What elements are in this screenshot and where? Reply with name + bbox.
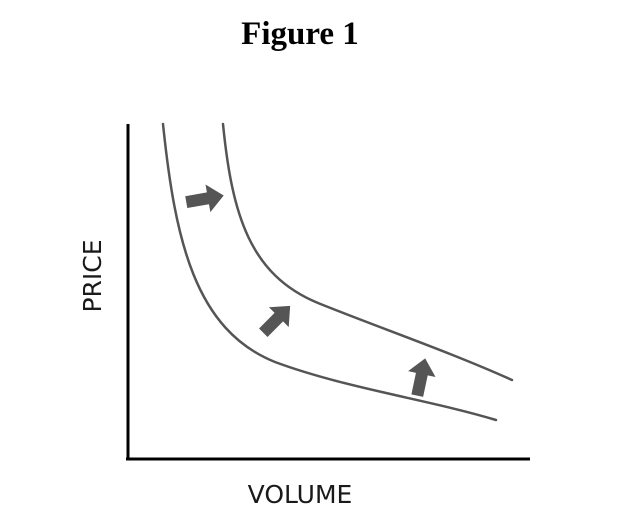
curve-lower	[161, 122, 498, 422]
figure-title: Figure 1	[241, 16, 359, 52]
arrows	[185, 184, 436, 397]
curves	[161, 122, 514, 422]
y-axis-label: PRICE	[78, 239, 107, 312]
shift-arrow-up	[408, 358, 436, 397]
shift-arrow-up-right	[259, 305, 291, 337]
curve-upper	[221, 122, 514, 382]
axes	[126, 124, 530, 461]
shift-arrow-right	[185, 184, 224, 213]
x-axis-label: VOLUME	[248, 480, 353, 509]
